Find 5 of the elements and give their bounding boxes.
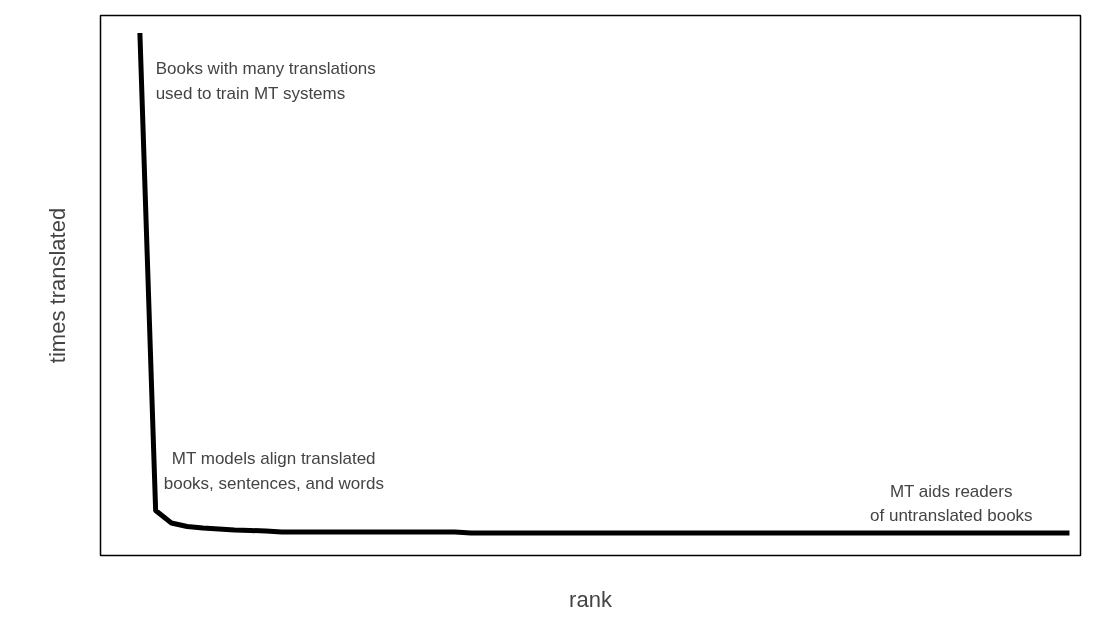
annotation: Books with many translations used to train MT systems: [155, 59, 376, 103]
annotation: MT models align translated books, sentences, and words: [163, 449, 384, 493]
x-axis-title: rank: [569, 586, 613, 612]
y-axis-title: times translated: [44, 207, 70, 364]
annotation: MT aids readers of untranslated books: [870, 481, 1033, 526]
